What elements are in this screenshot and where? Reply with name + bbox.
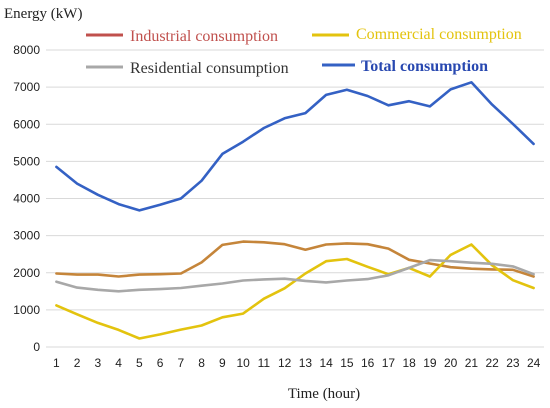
x-tick-label: 2 bbox=[74, 356, 81, 370]
x-tick-label: 15 bbox=[340, 356, 354, 370]
x-tick-label: 22 bbox=[485, 356, 499, 370]
x-axis: 1 2 3 4 5 6 7 8 9 10 11 12 13 14 15 16 17 18 19 20 21 22 23 24 bbox=[53, 356, 541, 370]
y-axis-title: Energy (kW) bbox=[4, 6, 82, 22]
x-tick-label: 4 bbox=[115, 356, 122, 370]
x-tick-label: 9 bbox=[219, 356, 226, 370]
y-tick-label: 7000 bbox=[13, 80, 40, 94]
x-axis-title: Time (hour) bbox=[288, 386, 360, 402]
x-tick-label: 19 bbox=[423, 356, 437, 370]
x-tick-label: 3 bbox=[95, 356, 102, 370]
y-tick-label: 1000 bbox=[13, 303, 40, 317]
x-tick-label: 12 bbox=[278, 356, 292, 370]
x-tick-label: 18 bbox=[402, 356, 416, 370]
x-tick-label: 8 bbox=[198, 356, 205, 370]
series-line-residential-consumption bbox=[55, 258, 535, 293]
legend: Industrial consumption Commercial consum… bbox=[86, 26, 522, 77]
y-tick-label: 0 bbox=[33, 340, 40, 354]
x-tick-label: 10 bbox=[236, 356, 250, 370]
y-tick-label: 3000 bbox=[13, 229, 40, 243]
y-tick-label: 2000 bbox=[13, 266, 40, 280]
series-line-industrial-consumption bbox=[55, 240, 535, 278]
legend-label-commercial: Commercial consumption bbox=[356, 26, 522, 43]
x-tick-label: 24 bbox=[527, 356, 541, 370]
y-tick-label: 6000 bbox=[13, 117, 40, 131]
x-tick-label: 21 bbox=[465, 356, 479, 370]
x-tick-label: 5 bbox=[136, 356, 143, 370]
legend-item-residential: Residential consumption bbox=[86, 60, 289, 77]
y-tick-label: 4000 bbox=[13, 192, 40, 206]
x-tick-label: 20 bbox=[444, 356, 458, 370]
x-tick-label: 7 bbox=[178, 356, 185, 370]
x-tick-label: 14 bbox=[319, 356, 333, 370]
legend-item-industrial: Industrial consumption bbox=[86, 28, 278, 45]
legend-label-residential: Residential consumption bbox=[130, 60, 289, 77]
legend-item-commercial: Commercial consumption bbox=[312, 26, 522, 43]
x-tick-label: 16 bbox=[361, 356, 375, 370]
series-line-total-consumption bbox=[55, 81, 535, 212]
legend-label-industrial: Industrial consumption bbox=[130, 28, 278, 45]
x-tick-label: 13 bbox=[299, 356, 313, 370]
legend-label-total: Total consumption bbox=[361, 58, 488, 75]
series-lines bbox=[55, 81, 535, 340]
y-tick-label: 5000 bbox=[13, 154, 40, 168]
x-tick-label: 17 bbox=[382, 356, 396, 370]
y-tick-label: 8000 bbox=[13, 43, 40, 57]
legend-item-total: Total consumption bbox=[322, 58, 488, 75]
x-tick-label: 6 bbox=[157, 356, 164, 370]
x-tick-label: 23 bbox=[506, 356, 520, 370]
x-tick-label: 11 bbox=[258, 356, 271, 370]
y-axis: 0 1000 2000 3000 4000 5000 6000 7000 8000 bbox=[13, 43, 40, 354]
x-tick-label: 1 bbox=[53, 356, 60, 370]
gridlines bbox=[46, 49, 544, 348]
